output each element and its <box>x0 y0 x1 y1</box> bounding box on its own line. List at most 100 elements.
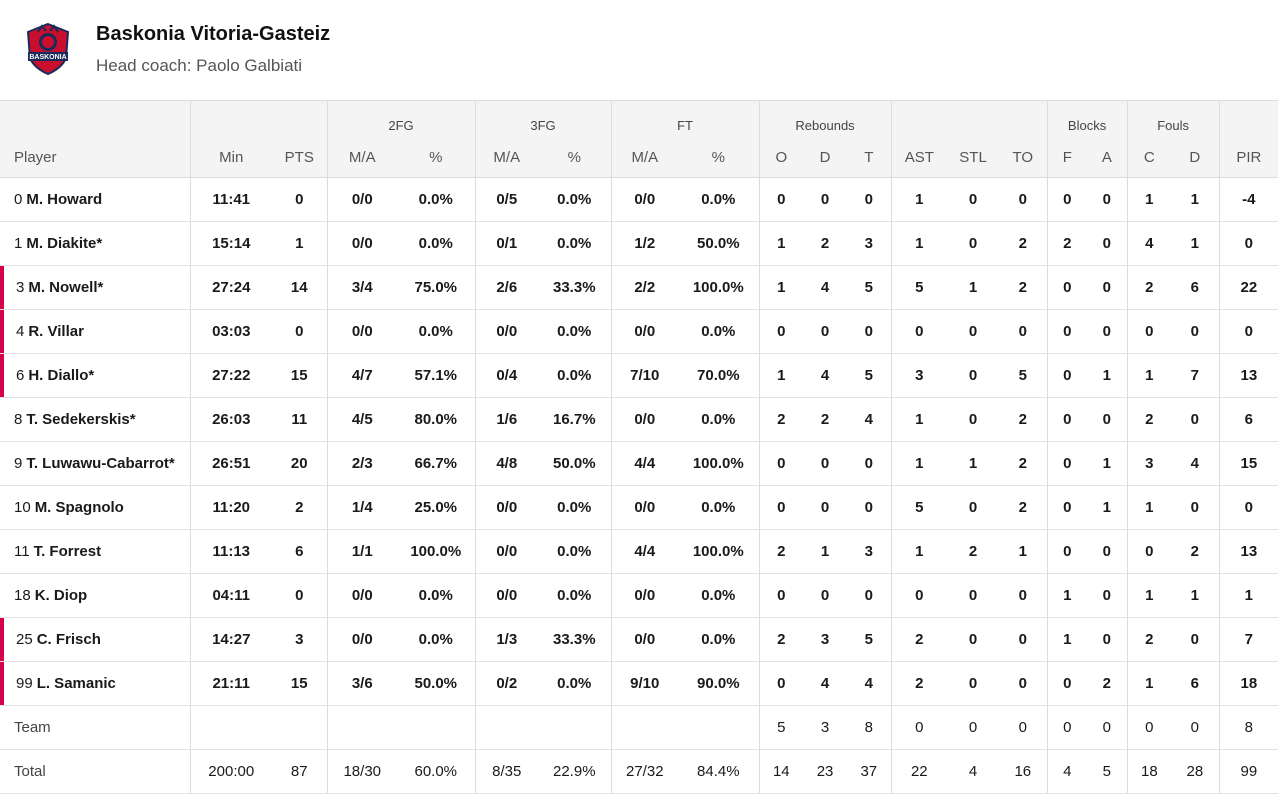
player-row[interactable]: 9 T. Luwawu-Cabarrot* 26:51 20 2/3 66.7% 4/8 50… <box>0 441 1278 486</box>
player-name[interactable]: T. Luwawu-Cabarrot* <box>26 455 175 472</box>
player-cell[interactable]: 18 K. Diop <box>0 573 191 618</box>
stat-blk-a: 0 <box>1087 529 1128 574</box>
player-row[interactable]: 1 M. Diakite* 15:14 1 0/0 0.0% 0/1 0.0% 1/2 50.0%… <box>0 221 1278 266</box>
stat-to: 0 <box>999 617 1048 662</box>
player-cell[interactable]: 10 M. Spagnolo <box>0 485 191 530</box>
stat-foul-c: 2 <box>1127 617 1172 662</box>
col-pts[interactable]: PTS <box>272 137 328 178</box>
player-number: 10 <box>14 499 31 516</box>
stat-min: 26:03 <box>190 397 272 442</box>
player-name[interactable]: C. Frisch <box>36 631 101 648</box>
stat-reb-d: 2 <box>803 221 848 266</box>
stat-ast: 1 <box>891 529 948 574</box>
player-name[interactable]: M. Spagnolo <box>34 499 124 516</box>
player-name[interactable]: T. Forrest <box>33 543 102 560</box>
stat-blk-a: 1 <box>1087 485 1128 530</box>
stat-pir: 7 <box>1219 617 1278 662</box>
stat-ft-ma: 4/4 <box>611 529 679 574</box>
player-name[interactable]: R. Villar <box>28 323 84 340</box>
col-3fg-pct[interactable]: % <box>538 137 612 178</box>
col-2fg-ma[interactable]: M/A <box>327 137 397 178</box>
player-row[interactable]: 99 L. Samanic 21:11 15 3/6 50.0% 0/2 0.0% 9/10 90… <box>0 661 1278 706</box>
player-number: 8 <box>14 411 23 428</box>
player-row[interactable]: 25 C. Frisch 14:27 3 0/0 0.0% 1/3 33.3% 0/0 0.0% 2… <box>0 617 1278 662</box>
stat-ft-ma <box>611 705 679 750</box>
player-cell[interactable]: 9 T. Luwawu-Cabarrot* <box>0 441 191 486</box>
col-ft-pct[interactable]: % <box>678 137 760 178</box>
stat-blk-a: 0 <box>1087 265 1128 310</box>
player-row[interactable]: 18 K. Diop 04:11 0 0/0 0.0% 0/0 0.0% 0/0 0.0% 0 0 0 0… <box>0 573 1278 618</box>
player-cell[interactable]: 6 H. Diallo* <box>0 353 191 398</box>
player-row[interactable]: 4 R. Villar 03:03 0 0/0 0.0% 0/0 0.0% 0/0 0.0% 0 0 0… <box>0 309 1278 354</box>
col-reb-d[interactable]: D <box>803 137 848 178</box>
col-min[interactable]: Min <box>190 137 272 178</box>
player-name[interactable]: K. Diop <box>34 587 88 604</box>
stat-blk-f: 2 <box>1047 221 1088 266</box>
col-2fg-pct[interactable]: % <box>397 137 476 178</box>
player-cell[interactable]: 4 R. Villar <box>0 309 191 354</box>
stat-ft-pct: 0.0% <box>678 573 760 618</box>
col-player[interactable]: Player <box>0 137 191 178</box>
total-row-label: Total <box>0 749 191 794</box>
stat-reb-d: 0 <box>803 573 848 618</box>
col-foul-d[interactable]: D <box>1171 137 1220 178</box>
stat-fg2-pct: 100.0% <box>397 529 476 574</box>
player-name[interactable]: M. Nowell* <box>28 279 104 296</box>
stat-reb-o: 5 <box>759 705 804 750</box>
player-cell[interactable]: 3 M. Nowell* <box>0 265 191 310</box>
stat-fg3-ma: 0/0 <box>475 485 539 530</box>
stat-fg2-ma: 0/0 <box>327 617 397 662</box>
player-name[interactable]: M. Diakite* <box>26 235 103 252</box>
col-blk-f[interactable]: F <box>1047 137 1088 178</box>
stat-foul-d: 1 <box>1171 573 1220 618</box>
col-foul-c[interactable]: C <box>1127 137 1172 178</box>
player-cell[interactable]: 8 T. Sedekerskis* <box>0 397 191 442</box>
player-row[interactable]: 11 T. Forrest 11:13 6 1/1 100.0% 0/0 0.0% 4/4 100… <box>0 529 1278 574</box>
stat-foul-d: 0 <box>1171 309 1220 354</box>
stat-to: 16 <box>999 749 1048 794</box>
player-row[interactable]: 0 M. Howard 11:41 0 0/0 0.0% 0/5 0.0% 0/0 0.0% 0 0 0… <box>0 177 1278 222</box>
stat-foul-d: 2 <box>1171 529 1220 574</box>
col-reb-t[interactable]: T <box>847 137 892 178</box>
player-cell[interactable]: 1 M. Diakite* <box>0 221 191 266</box>
stat-blk-f: 4 <box>1047 749 1088 794</box>
stat-reb-d: 0 <box>803 441 848 486</box>
stat-stl: 1 <box>947 265 1000 310</box>
col-ast[interactable]: AST <box>891 137 948 178</box>
stat-ast: 2 <box>891 661 948 706</box>
stat-fg2-pct: 75.0% <box>397 265 476 310</box>
stat-min: 04:11 <box>190 573 272 618</box>
stat-ast: 22 <box>891 749 948 794</box>
col-to[interactable]: TO <box>999 137 1048 178</box>
stat-to: 0 <box>999 573 1048 618</box>
col-ft-ma[interactable]: M/A <box>611 137 679 178</box>
player-name[interactable]: H. Diallo* <box>28 367 95 384</box>
stat-reb-o: 0 <box>759 573 804 618</box>
stat-reb-t: 5 <box>847 617 892 662</box>
stat-to: 0 <box>999 661 1048 706</box>
player-cell[interactable]: 11 T. Forrest <box>0 529 191 574</box>
player-number: 4 <box>16 323 25 340</box>
player-name[interactable]: M. Howard <box>26 191 103 208</box>
player-row[interactable]: 3 M. Nowell* 27:24 14 3/4 75.0% 2/6 33.3% 2/2 100… <box>0 265 1278 310</box>
stat-ft-ma: 0/0 <box>611 397 679 442</box>
col-pir[interactable]: PIR <box>1219 137 1278 178</box>
player-row[interactable]: 8 T. Sedekerskis* 26:03 11 4/5 80.0% 1/6 16.7% 0… <box>0 397 1278 442</box>
player-row[interactable]: 6 H. Diallo* 27:22 15 4/7 57.1% 0/4 0.0% 7/10 70.… <box>0 353 1278 398</box>
stat-fg2-ma: 0/0 <box>327 573 397 618</box>
stat-reb-t: 0 <box>847 441 892 486</box>
stat-reb-o: 0 <box>759 441 804 486</box>
col-3fg-ma[interactable]: M/A <box>475 137 539 178</box>
stat-ft-ma: 27/32 <box>611 749 679 794</box>
player-cell[interactable]: 0 M. Howard <box>0 177 191 222</box>
col-blk-a[interactable]: A <box>1087 137 1128 178</box>
col-reb-o[interactable]: O <box>759 137 804 178</box>
player-name[interactable]: T. Sedekerskis* <box>26 411 136 428</box>
player-cell[interactable]: 25 C. Frisch <box>0 617 191 662</box>
player-row[interactable]: 10 M. Spagnolo 11:20 2 1/4 25.0% 0/0 0.0% 0/0 0.0… <box>0 485 1278 530</box>
stat-fg2-ma: 3/6 <box>327 661 397 706</box>
player-name[interactable]: L. Samanic <box>36 675 116 692</box>
baskonia-logo-icon: BASKONIA <box>26 22 70 76</box>
player-cell[interactable]: 99 L. Samanic <box>0 661 191 706</box>
col-stl[interactable]: STL <box>947 137 1000 178</box>
